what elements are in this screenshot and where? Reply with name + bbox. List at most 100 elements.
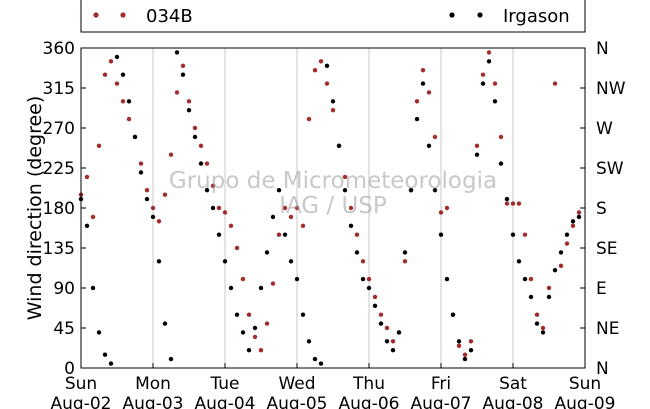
data-points	[78, 50, 582, 366]
data-point	[390, 348, 396, 353]
data-point	[366, 276, 372, 282]
data-point	[168, 152, 174, 157]
data-point	[288, 214, 294, 220]
x-tick-day: Sun	[65, 374, 97, 394]
data-point	[174, 90, 180, 95]
data-point	[534, 321, 540, 326]
data-point	[282, 205, 288, 211]
x-tick-date: Aug-09	[555, 394, 616, 409]
data-point	[156, 259, 162, 264]
data-point	[162, 321, 168, 326]
data-point	[504, 201, 510, 206]
data-point	[84, 174, 90, 180]
data-point	[432, 134, 438, 140]
data-point	[342, 174, 348, 180]
data-point	[234, 312, 240, 317]
data-point	[246, 348, 252, 353]
data-point	[300, 312, 306, 317]
x-tick-date: Aug-07	[411, 394, 472, 409]
y-tick-label: 45	[53, 319, 75, 339]
data-point	[540, 330, 546, 335]
y-tick-label: 180	[43, 199, 75, 219]
y-tick-label: 270	[43, 119, 75, 139]
data-point	[210, 183, 216, 188]
data-point	[360, 276, 366, 282]
x-tick-date: Aug-04	[195, 394, 256, 409]
data-point	[528, 276, 534, 282]
y-tick-label: 360	[43, 39, 75, 59]
data-point	[318, 59, 324, 64]
watermark-line-2: IAG / USP	[279, 193, 387, 219]
data-point	[516, 259, 522, 264]
watermark: Grupo de Micrometeorologia IAG / USP	[169, 168, 497, 219]
y-tick-label-right: E	[596, 279, 607, 299]
x-tick-date: Aug-03	[123, 394, 184, 409]
legend-label-034b: 034B	[146, 6, 193, 27]
data-point	[576, 210, 582, 215]
x-tick-day: Tue	[209, 374, 239, 394]
watermark-line-1: Grupo de Micrometeorologia	[169, 168, 497, 194]
data-point	[462, 352, 468, 357]
data-point	[306, 339, 312, 344]
data-point	[462, 356, 468, 362]
data-point	[258, 285, 264, 291]
data-point	[306, 116, 312, 122]
data-point	[492, 81, 498, 86]
data-point	[186, 108, 192, 113]
data-point	[276, 188, 282, 193]
data-point	[120, 99, 126, 104]
data-point	[198, 143, 204, 148]
data-point	[108, 361, 114, 366]
data-point	[138, 161, 144, 166]
data-point	[408, 188, 414, 193]
x-tick-day: Sat	[499, 374, 527, 394]
data-point	[144, 196, 150, 202]
x-axis: SunAug-02MonAug-03TueAug-04WedAug-05ThuA…	[51, 363, 616, 409]
x-tick-date: Aug-02	[51, 394, 112, 409]
x-tick-date: Aug-08	[483, 394, 544, 409]
legend: 034B Irgason	[80, 0, 586, 33]
data-point	[528, 294, 534, 300]
data-point	[474, 143, 480, 148]
data-point	[174, 50, 180, 55]
data-point	[276, 232, 282, 237]
data-point	[324, 63, 330, 68]
y-tick-label: 135	[43, 239, 75, 259]
data-point	[414, 116, 420, 122]
data-point	[438, 210, 444, 215]
data-point	[390, 339, 396, 344]
data-point	[378, 321, 384, 326]
data-point	[354, 250, 360, 255]
y-tick-label-right: SE	[596, 239, 618, 259]
y-axis-right: N NE E SE S SW W NW N	[580, 39, 626, 379]
data-point	[354, 232, 360, 237]
data-point	[258, 348, 264, 353]
data-point	[210, 205, 216, 211]
data-point	[114, 54, 120, 60]
data-point	[330, 99, 336, 104]
y-tick-label-right: W	[596, 119, 613, 139]
data-point	[180, 72, 186, 77]
data-point	[348, 223, 354, 228]
data-point	[558, 263, 564, 268]
data-point	[420, 81, 426, 86]
data-point	[150, 205, 156, 211]
data-point	[486, 59, 492, 64]
data-point	[474, 152, 480, 157]
y-tick-label: 0	[64, 359, 75, 379]
y-tick-label-right: N	[596, 39, 609, 59]
data-point	[360, 259, 366, 264]
data-point	[546, 294, 552, 300]
x-tick-day: Fri	[431, 374, 451, 394]
data-point	[228, 223, 234, 228]
data-point	[150, 214, 156, 220]
y-tick-label: 225	[43, 159, 75, 179]
data-point	[204, 161, 210, 166]
data-point	[294, 276, 300, 282]
data-point	[432, 188, 438, 193]
data-point	[222, 259, 228, 264]
data-point	[552, 268, 558, 273]
data-point	[444, 205, 450, 211]
data-point	[570, 223, 576, 228]
plot-area	[78, 47, 586, 369]
